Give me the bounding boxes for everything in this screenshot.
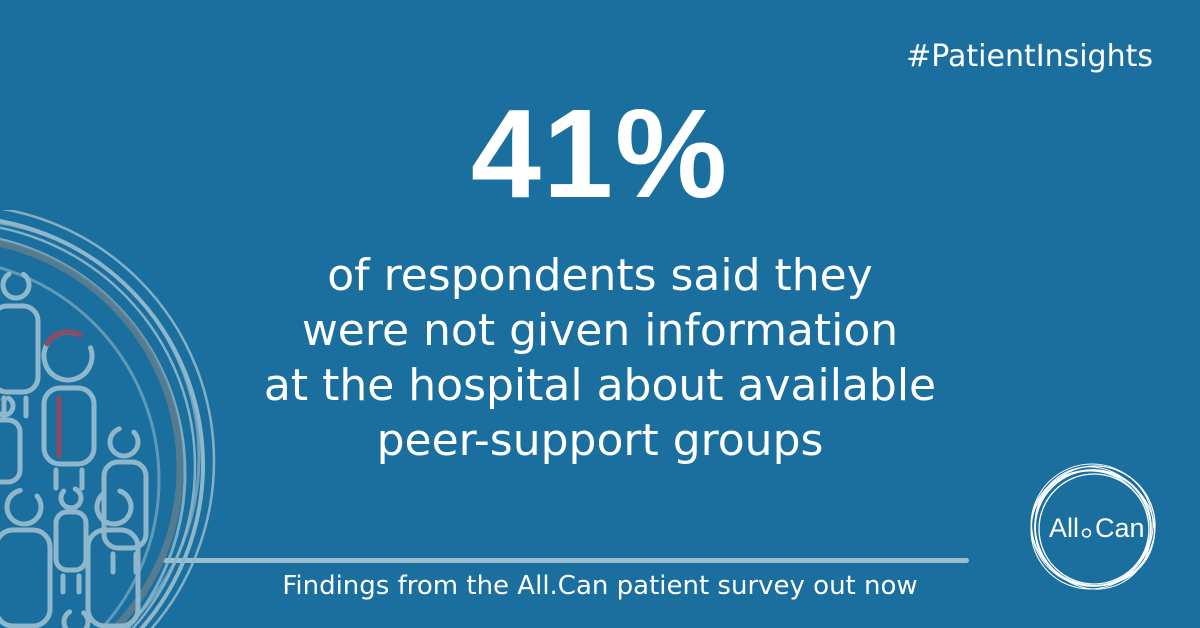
person-figure (0, 394, 23, 485)
person-figure (0, 269, 41, 419)
stat-description: of respondents said they were not given … (0, 248, 1200, 468)
logo-dot-ring (1081, 528, 1092, 538)
hashtag-label: #PatientInsights (906, 39, 1153, 74)
logo-text-all: All (1049, 513, 1079, 543)
divider-line (163, 558, 969, 563)
footer-caption: Findings from the All.Can patient survey… (282, 571, 918, 601)
person-figure (41, 329, 97, 491)
scribble-ring-strand (0, 226, 197, 628)
logo-scribble-circles (1030, 463, 1156, 590)
person-figure (53, 485, 89, 595)
stat-description-line: were not given information (301, 305, 899, 356)
person-figure (0, 487, 53, 628)
allcan-logo: All Can (1030, 463, 1156, 590)
scribble-ring (0, 210, 216, 628)
stat-description-line: of respondents said they (327, 250, 873, 301)
logo-text-can: Can (1095, 513, 1145, 543)
stat-description-line: at the hospital about available (263, 360, 937, 411)
stat-description-line: peer-support groups (376, 415, 824, 466)
person-figure (85, 487, 141, 628)
person-figure (61, 607, 91, 628)
people-community-illustration (0, 210, 216, 628)
stat-value: 41% (470, 83, 730, 224)
